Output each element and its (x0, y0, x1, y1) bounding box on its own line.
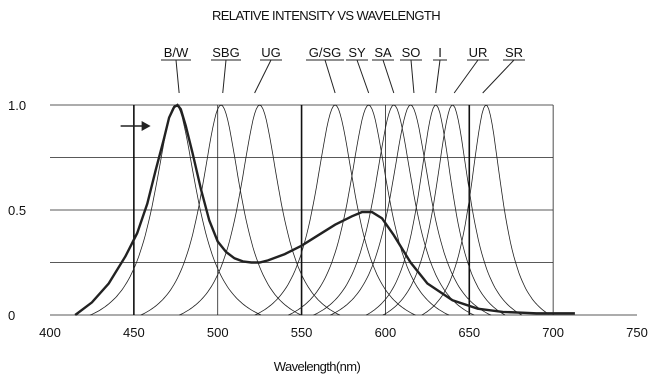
series-label: UR (469, 45, 488, 60)
series-line-b (89, 104, 262, 316)
chart-title: RELATIVE INTENSITY VS WAVELENGTH (212, 8, 440, 23)
x-tick-label: 600 (375, 325, 397, 340)
label-leader (382, 59, 395, 94)
series-label: SO (402, 45, 421, 60)
series-label: I (438, 45, 442, 60)
series-line-sa (313, 104, 475, 316)
series-labels: B/W SBG UG G/SG SY SA SO I UR SR (161, 45, 525, 94)
series-line-i (365, 104, 506, 316)
y-tick-label: 0 (8, 308, 15, 323)
y-tick-label: 0.5 (8, 203, 26, 218)
label-leader (324, 59, 336, 94)
x-tick-label: 650 (458, 325, 480, 340)
chart-grid (50, 104, 637, 316)
label-leader (435, 59, 441, 94)
annotations (120, 121, 151, 131)
series-label: SA (374, 45, 392, 60)
series-line-ug (178, 104, 341, 316)
label-leader (482, 59, 515, 94)
series-line-sy (288, 104, 450, 316)
axis-ticks: 400 450 500 550 600 650 700 750 0 0.5 1.0 (8, 98, 648, 340)
series-line-sbg (140, 104, 302, 316)
x-tick-label: 400 (39, 325, 61, 340)
x-tick-label: 500 (207, 325, 229, 340)
series-line-b-w (74, 103, 575, 316)
label-leader (356, 59, 370, 94)
label-leader (254, 59, 272, 94)
series-line-so (329, 104, 492, 316)
series-line-sr (421, 104, 550, 316)
annotation-arrow-head (141, 121, 151, 131)
series-line-ur (382, 104, 523, 316)
x-tick-label: 450 (123, 325, 145, 340)
label-leader (222, 59, 227, 94)
series-label: UG (261, 45, 281, 60)
series-label: SBG (212, 45, 239, 60)
series-label: SY (348, 45, 366, 60)
series-label: B/W (164, 45, 189, 60)
label-leader (453, 59, 479, 94)
x-axis-label: Wavelength(nm) (274, 359, 361, 374)
x-tick-label: 700 (542, 325, 564, 340)
label-leader (410, 59, 415, 94)
label-leader (175, 59, 180, 94)
x-tick-label: 550 (291, 325, 313, 340)
x-tick-label: 750 (626, 325, 648, 340)
series-label: G/SG (309, 45, 342, 60)
y-tick-label: 1.0 (8, 98, 26, 113)
spectral-curves (74, 103, 575, 316)
series-label: SR (505, 45, 523, 60)
